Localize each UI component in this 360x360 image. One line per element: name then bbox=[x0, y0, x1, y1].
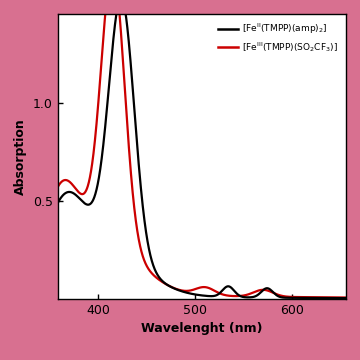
Y-axis label: Absorption: Absorption bbox=[14, 118, 27, 195]
X-axis label: Wavelenght (nm): Wavelenght (nm) bbox=[141, 322, 262, 335]
Legend: $[\mathrm{Fe^{II}(TMPP)(amp)_2}]$, $[\mathrm{Fe^{III}(TMPP)(SO_2CF_3)}]$: $[\mathrm{Fe^{II}(TMPP)(amp)_2}]$, $[\ma… bbox=[215, 19, 341, 56]
